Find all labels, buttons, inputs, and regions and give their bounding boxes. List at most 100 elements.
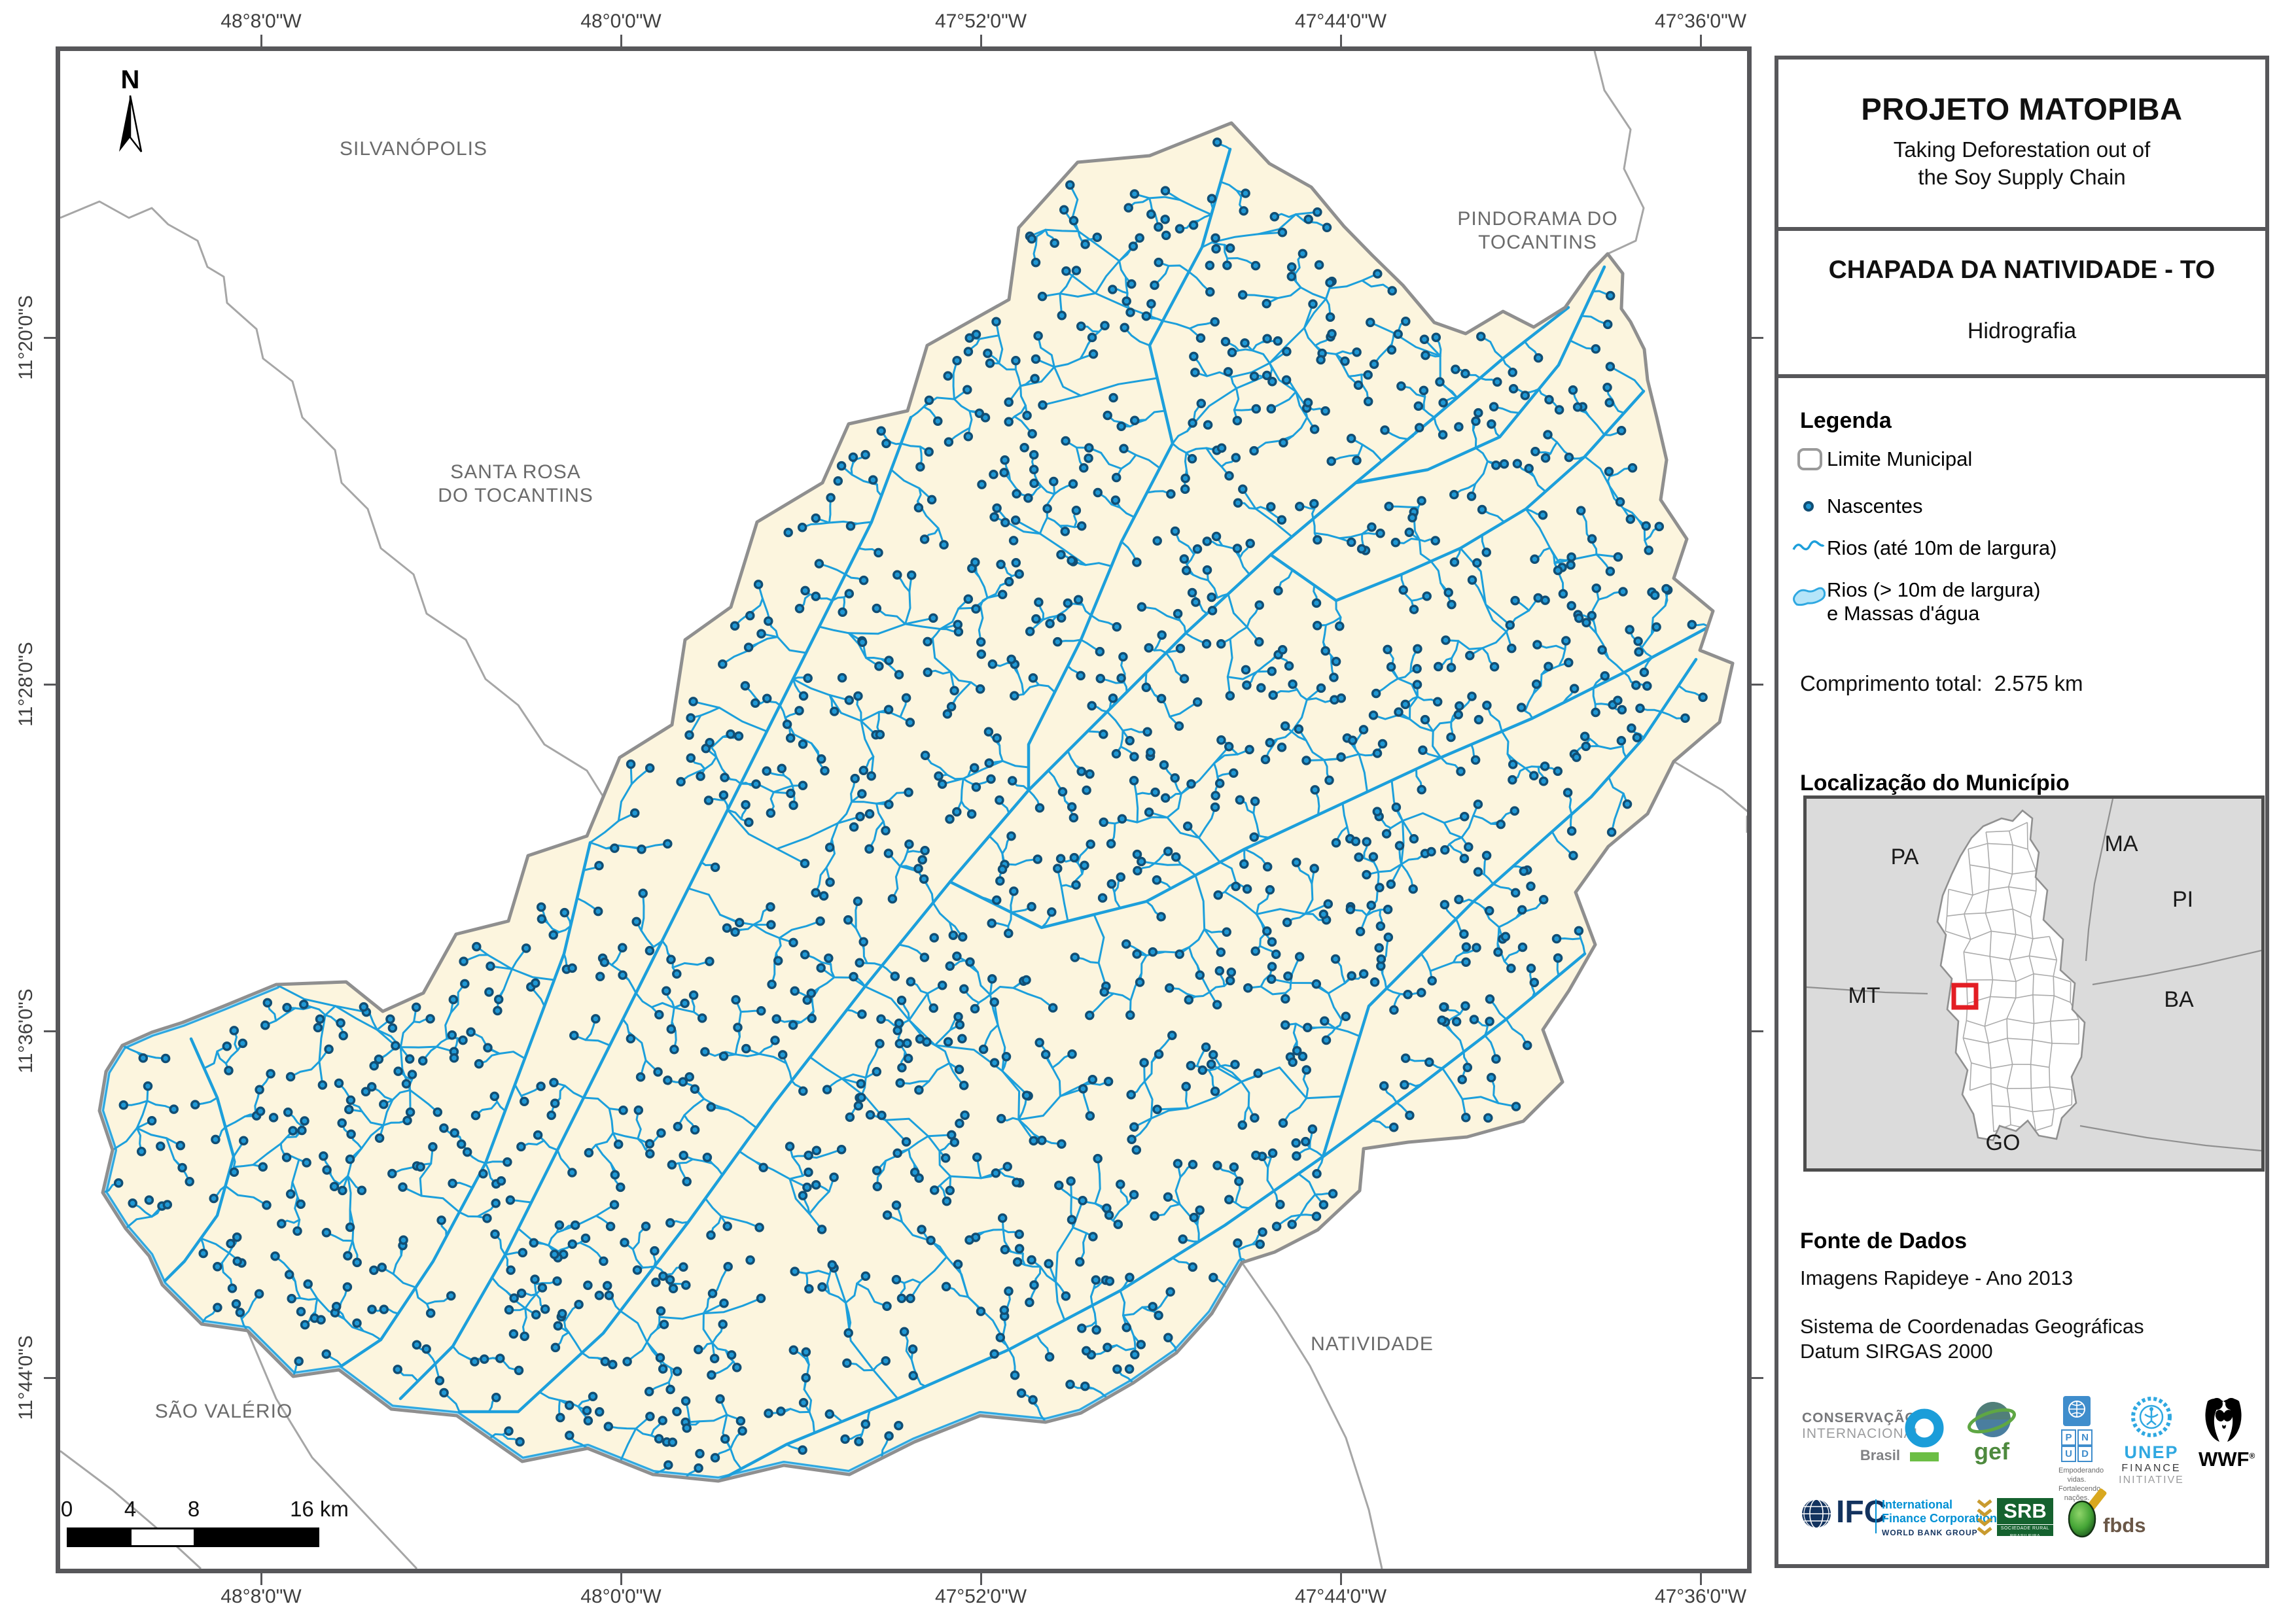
ifc-text: IFC (1836, 1495, 1887, 1529)
limite-municipal-swatch-icon (1797, 448, 1822, 470)
tick-bottom (260, 1573, 262, 1585)
project-title: PROJETO MATOPIBA (1861, 92, 2183, 126)
scale-bar (67, 1527, 319, 1547)
scale-seg-2 (131, 1529, 194, 1545)
coord-left-3: 11°44'0"S (15, 1335, 37, 1420)
map-area-label-santa-rosa: SANTA ROSA DO TOCANTINS (438, 461, 593, 506)
inset-state-outline (1936, 809, 2086, 1142)
panel-main-box: Legenda Limite Municipal Nascentes Rios … (1775, 374, 2269, 1568)
inset-locator-rect (1951, 983, 1979, 1010)
scale-seg-1 (69, 1529, 132, 1545)
total-length-label: Comprimento total: (1800, 671, 1983, 695)
tick-top (1339, 35, 1342, 46)
legend-riosgt10-label-line1: Rios (> 10m de largura) (1827, 578, 2041, 601)
coord-left-0: 11°20'0"S (15, 295, 37, 380)
north-arrow: N (115, 65, 145, 164)
inset-state-label-PA: PA (1891, 845, 1919, 869)
legend-heading: Legenda (1800, 408, 1892, 433)
north-arrow-icon (119, 95, 143, 152)
pnud-letter-p: P (2061, 1429, 2076, 1446)
tick-right (1752, 683, 1763, 686)
ci-line1: CONSERVAÇÃO (1802, 1410, 1916, 1425)
tick-top (260, 35, 262, 46)
unep-text1: UNEP (2124, 1442, 2179, 1462)
tick-right (1752, 336, 1763, 339)
srb-logo: SRB SOCIEDADE RURAL BRASILEIRA (1997, 1498, 2053, 1539)
fbds-mark-icon (2068, 1488, 2107, 1538)
municipality-boundary (97, 121, 1735, 1483)
project-subtitle-line2: the Soy Supply Chain (1918, 165, 2126, 189)
scale-label-3: 16 km (290, 1497, 349, 1521)
inset-canvas: PA MA PI MT BA GO (1807, 799, 2261, 1168)
location-inset-map: PA MA PI MT BA GO (1803, 795, 2265, 1172)
map-title-box: CHAPADA DA NATIVIDADE - TO Hidrografia (1775, 227, 2269, 378)
ci-line3: Brasil (1860, 1447, 1900, 1463)
coord-bottom-1: 48°0'0"W (580, 1586, 662, 1607)
tick-top (1699, 35, 1702, 46)
tick-left (44, 1376, 56, 1379)
source-crs-line2: Datum SIRGAS 2000 (1800, 1340, 1993, 1363)
legend-rios10-label: Rios (até 10m de largura) (1827, 536, 2057, 559)
map-area-label-pindorama: PINDORAMA DO TOCANTINS (1457, 208, 1618, 253)
inset-state-label-GO: GO (1986, 1130, 2021, 1155)
legend-nascentes-label: Nascentes (1827, 495, 1923, 517)
north-label: N (120, 65, 140, 94)
total-length-value: 2.575 km (1994, 671, 2083, 695)
scale-label-0: 0 (60, 1497, 73, 1521)
inset-state-label-MT: MT (1848, 983, 1880, 1008)
pnud-letter-d: D (2077, 1446, 2093, 1462)
project-subtitle-line1: Taking Deforestation out of (1893, 137, 2151, 162)
ifc-globe-icon (1802, 1499, 1831, 1529)
coord-bottom-2: 47°52'0"W (934, 1586, 1027, 1607)
map-area-label-sao-valerio: SÃO VALÉRIO (154, 1401, 293, 1422)
scale-label-1: 4 (124, 1497, 137, 1521)
ifc-divider (1875, 1499, 1877, 1533)
source-heading: Fonte de Dados (1800, 1229, 1968, 1253)
neighbor-boundaries-layer (60, 51, 1747, 1569)
coord-bottom-4: 47°36'0"W (1654, 1586, 1747, 1607)
tick-bottom (1339, 1573, 1342, 1585)
tick-right (1752, 1376, 1763, 1379)
gef-text: gef (1974, 1438, 2009, 1465)
location-heading: Localização do Município (1800, 771, 2070, 795)
ifc-word2: Finance Corporation (1882, 1512, 1998, 1525)
nascentes-swatch-icon (1803, 501, 1814, 512)
coord-top-4: 47°36'0"W (1654, 10, 1747, 32)
map-theme: Hidrografia (1967, 319, 2077, 343)
coord-top-3: 47°44'0"W (1294, 10, 1387, 32)
ci-line2: INTERNACIONAL (1802, 1426, 1922, 1441)
project-subtitle: Taking Deforestation out of the Soy Supp… (1778, 136, 2265, 191)
legend-limite-label: Limite Municipal (1827, 447, 1973, 470)
title-box: PROJETO MATOPIBA Taking Deforestation ou… (1775, 56, 2269, 231)
srb-wheat-icon (1977, 1499, 1992, 1536)
map-area-label-silvanopolis: SILVANÓPOLIS (340, 138, 487, 160)
fbds-text: fbds (2103, 1514, 2146, 1537)
massas-dagua-swatch-icon (1793, 587, 1826, 606)
gef-globe-icon (1968, 1402, 2016, 1437)
map-canvas (60, 51, 1747, 1569)
srb-text: SRB (2004, 1499, 2047, 1522)
wwf-text: WWF (2199, 1448, 2250, 1471)
ifc-wordmark: International Finance Corporation WORLD … (1882, 1498, 2006, 1537)
municipality-title: CHAPADA DA NATIVIDADE - TO (1828, 256, 2216, 284)
ifc-word1: International (1882, 1498, 1953, 1511)
source-crs-line1: Sistema de Coordenadas Geográficas (1800, 1315, 2144, 1338)
tick-left (44, 683, 56, 686)
coord-top-1: 48°0'0"W (580, 10, 662, 32)
coord-top-0: 48°8'0"W (221, 10, 302, 32)
coord-top-2: 47°52'0"W (934, 10, 1027, 32)
tick-bottom (980, 1573, 982, 1585)
unep-fi-logo: UNEP FINANCE INITIATIVE (2119, 1396, 2184, 1486)
tick-bottom (620, 1573, 622, 1585)
pnud-emblem-icon (2063, 1396, 2091, 1426)
inset-state-label-BA: BA (2164, 987, 2194, 1012)
inset-state-label-PI: PI (2172, 887, 2193, 912)
rios-swatch-icon (1792, 540, 1825, 551)
wwf-panda-icon (2205, 1398, 2242, 1442)
pnud-tagline1: Empoderando vidas. (2058, 1467, 2104, 1484)
wwf-reg: ® (2249, 1451, 2255, 1461)
source-line1: Imagens Rapideye - Ano 2013 (1800, 1266, 2074, 1289)
